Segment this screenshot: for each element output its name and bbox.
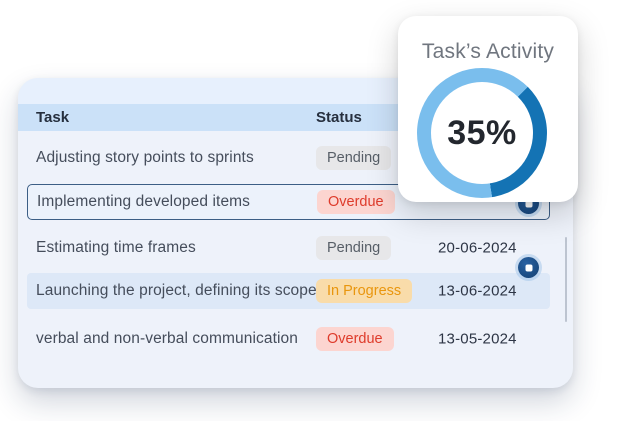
status-badge: Pending	[316, 146, 392, 170]
row-action-square-icon	[525, 200, 532, 207]
donut-percent-label: 35%	[447, 113, 517, 152]
activity-card-title: Task’s Activity	[421, 40, 555, 63]
status-badge: Overdue	[317, 190, 395, 214]
status-badge: Pending	[316, 236, 392, 260]
task-cell: Adjusting story points to sprints	[36, 149, 254, 166]
task-cell: verbal and non-verbal communication	[36, 330, 298, 347]
task-activity-card: Task’s Activity 35%	[398, 16, 578, 202]
date-cell: 20-06-2024	[438, 239, 517, 257]
task-cell: Implementing developed items	[37, 193, 251, 210]
task-cell: Estimating time frames	[36, 239, 196, 256]
vertical-scrollbar[interactable]	[565, 237, 567, 322]
status-badge: In Progress	[316, 279, 413, 303]
table-row[interactable]: Adjusting story points to sprints Pendin…	[27, 140, 550, 176]
row-action-square-icon	[525, 264, 532, 271]
activity-donut-chart: 35%	[417, 68, 547, 198]
status-badge: Overdue	[316, 327, 394, 351]
table-row[interactable]: Estimating time frames Pending 20-06-202…	[27, 230, 550, 266]
date-cell: 13-06-2024	[438, 282, 517, 300]
column-header-task: Task	[36, 108, 70, 126]
table-row[interactable]: verbal and non-verbal communication Over…	[27, 321, 550, 357]
task-cell: Launching the project, defining its scop…	[36, 282, 317, 299]
row-action-button[interactable]	[518, 257, 539, 278]
date-cell: 13-05-2024	[438, 330, 517, 348]
donut-center: 35%	[431, 82, 533, 184]
column-header-status: Status	[316, 108, 362, 126]
table-row[interactable]: Launching the project, defining its scop…	[27, 273, 550, 309]
table-row[interactable]: Implementing developed items Overdue	[27, 184, 550, 220]
